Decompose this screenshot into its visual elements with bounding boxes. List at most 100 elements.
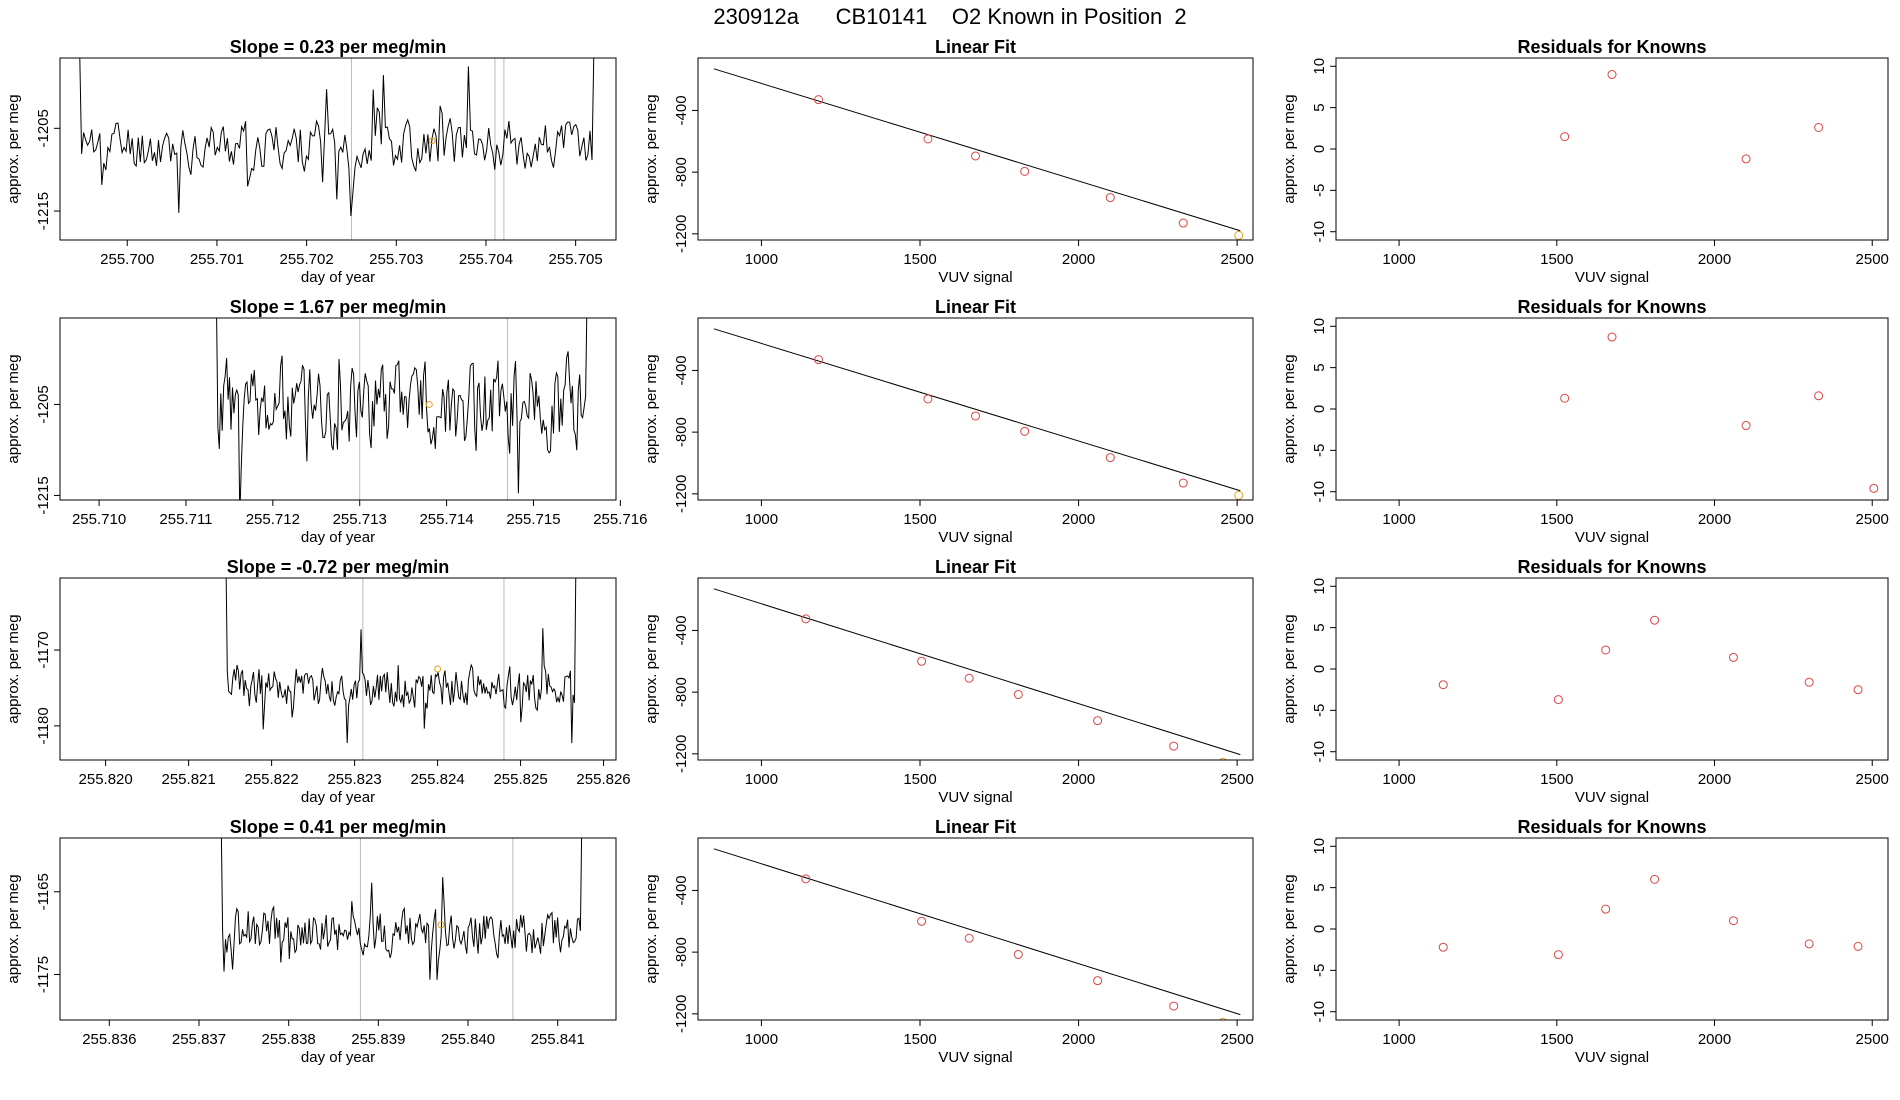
- y-tick-label: -400: [673, 875, 690, 905]
- fit-line: [713, 848, 1241, 1016]
- x-tick-label: 255.715: [506, 511, 560, 528]
- x-tick-label: 255.714: [419, 511, 473, 528]
- y-tick-label: -1200: [673, 735, 690, 773]
- x-tick-label: 1500: [903, 1031, 936, 1048]
- x-tick-label: 1500: [1540, 511, 1573, 528]
- x-tick-label: 2000: [1698, 1031, 1731, 1048]
- y-tick-label: -5: [1311, 964, 1328, 977]
- y-tick-label: -800: [673, 677, 690, 707]
- known-point: [1093, 716, 1103, 726]
- x-tick-label: 1000: [745, 251, 778, 268]
- y-tick-label: -10: [1311, 481, 1328, 503]
- x-tick-label: 1000: [745, 511, 778, 528]
- panel-title: Linear Fit: [935, 297, 1016, 317]
- known-point: [971, 411, 980, 421]
- x-tick-label: 1000: [1382, 1031, 1415, 1048]
- known-point: [964, 673, 974, 683]
- x-tick-label: 255.702: [279, 251, 333, 268]
- panel-title: Residuals for Knowns: [1517, 817, 1706, 837]
- residual-point: [1560, 393, 1570, 403]
- known-point: [801, 614, 811, 624]
- residual-point: [1650, 874, 1660, 884]
- residual-point: [1814, 122, 1824, 132]
- y-axis-label: approx. per meg: [1281, 614, 1298, 723]
- panel-title: Slope = 0.23 per meg/min: [230, 37, 447, 57]
- residual-point: [1853, 685, 1863, 695]
- x-tick-label: 2000: [1062, 1031, 1095, 1048]
- known-point: [923, 134, 933, 144]
- y-tick-label: -1180: [35, 707, 52, 744]
- y-tick-label: -800: [673, 417, 690, 447]
- x-tick-label: 255.820: [79, 771, 133, 788]
- y-tick-label: 5: [1311, 363, 1328, 371]
- time-series-panel: Slope = 0.41 per meg/min 255.836 255.837 25…: [5, 817, 617, 1066]
- known-point: [1219, 1017, 1227, 1020]
- plot-area: [713, 328, 1244, 500]
- x-tick-label: 255.716: [593, 511, 647, 528]
- time-series-line: [225, 578, 577, 744]
- y-tick-label: -400: [673, 95, 690, 125]
- x-tick-label: 2500: [1220, 771, 1253, 788]
- residuals-panel: Residuals for Knowns 1000 1500 2000 2500 10 5 0…: [1281, 817, 1889, 1066]
- x-axis-label: day of year: [301, 529, 375, 546]
- x-tick-label: 2500: [1856, 511, 1889, 528]
- residuals-panel: Residuals for Knowns 1000 1500 2000 2500 10 5 0…: [1281, 37, 1889, 286]
- known-point: [1093, 976, 1103, 986]
- x-tick-label: 255.705: [549, 251, 603, 268]
- residual-point: [1601, 645, 1611, 655]
- y-axis-label: approx. per meg: [5, 354, 22, 463]
- mean-point-marker: [428, 137, 436, 145]
- x-axis-label: VUV signal: [1575, 789, 1649, 806]
- fit-line: [713, 328, 1241, 492]
- x-tick-label: 255.710: [72, 511, 126, 528]
- x-tick-label: 255.700: [100, 251, 154, 268]
- x-tick-label: 255.704: [459, 251, 513, 268]
- x-tick-label: 255.836: [82, 1031, 136, 1048]
- x-tick-label: 255.711: [159, 511, 212, 528]
- y-axis-label: approx. per meg: [643, 354, 660, 463]
- y-tick-label: 5: [1311, 883, 1328, 891]
- plot-frame: [59, 577, 617, 761]
- y-tick-label: -800: [673, 157, 690, 187]
- x-axis-label: day of year: [301, 269, 375, 286]
- x-tick-label: 255.713: [333, 511, 387, 528]
- y-tick-label: -5: [1311, 444, 1328, 457]
- plot-frame: [1335, 577, 1889, 761]
- x-tick-label: 1000: [745, 771, 778, 788]
- y-tick-label: 0: [1311, 405, 1328, 413]
- x-tick-label: 2500: [1220, 511, 1253, 528]
- panel-title: Residuals for Knowns: [1517, 37, 1706, 57]
- x-tick-label: 2000: [1062, 251, 1095, 268]
- linear-fit-panel: Linear Fit 1000 1500 2000 2500 -400 -800 -1200 V…: [643, 37, 1254, 286]
- x-tick-label: 2500: [1856, 1031, 1889, 1048]
- panel-title: Linear Fit: [935, 557, 1016, 577]
- known-point: [1178, 478, 1188, 488]
- linear-fit-panel: Linear Fit 1000 1500 2000 2500 -400 -800 -1200 V…: [643, 817, 1254, 1066]
- plot-frame: [1335, 837, 1889, 1021]
- y-tick-label: -1165: [35, 873, 52, 910]
- plot-frame: [59, 837, 617, 1021]
- residual-point: [1728, 652, 1738, 662]
- y-axis-label: approx. per meg: [5, 94, 22, 203]
- known-point: [964, 933, 974, 943]
- x-axis-label: VUV signal: [1575, 529, 1649, 546]
- y-tick-label: -400: [673, 615, 690, 645]
- x-tick-label: 1500: [903, 771, 936, 788]
- y-axis-label: approx. per meg: [643, 94, 660, 203]
- residual-point: [1853, 941, 1863, 951]
- known-point: [1234, 490, 1244, 500]
- residual-point: [1869, 483, 1879, 493]
- fit-line: [713, 588, 1241, 756]
- known-point: [1178, 218, 1188, 228]
- x-tick-label: 1000: [1382, 251, 1415, 268]
- y-tick-label: 5: [1311, 623, 1328, 631]
- plot-area: [220, 838, 583, 1020]
- x-axis-label: VUV signal: [938, 789, 1012, 806]
- time-series-panel: Slope = -0.72 per meg/min 255.820 255.821 2…: [5, 557, 631, 806]
- y-tick-label: -800: [673, 937, 690, 967]
- known-point: [1169, 741, 1179, 751]
- plot-area: [225, 578, 577, 760]
- time-series-line: [220, 838, 583, 980]
- panel-title: Linear Fit: [935, 37, 1016, 57]
- plot-frame: [697, 317, 1254, 501]
